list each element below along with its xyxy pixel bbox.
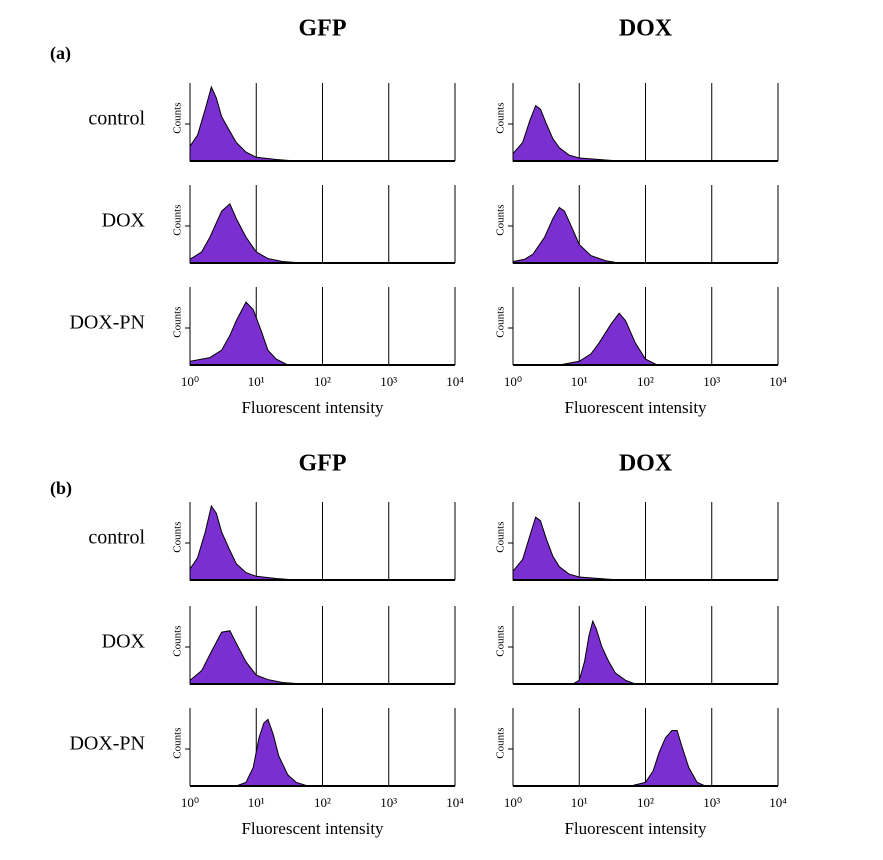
- row-label: DOX: [102, 631, 146, 653]
- x-tick-label: 10⁴: [769, 374, 787, 389]
- x-tick-label: 10¹: [571, 795, 588, 810]
- y-axis-label: Counts: [172, 103, 184, 134]
- x-tick-label: 10³: [703, 374, 720, 389]
- x-tick-label: 10²: [314, 374, 331, 389]
- column-title: GFP: [299, 16, 347, 42]
- y-axis-label: Counts: [495, 103, 507, 134]
- x-tick-label: 10¹: [571, 374, 588, 389]
- y-axis-label: Counts: [495, 626, 507, 657]
- x-tick-label: 10⁴: [446, 374, 464, 389]
- row-label: DOX-PN: [69, 733, 145, 755]
- x-tick-label: 10²: [637, 374, 654, 389]
- histogram-area: [236, 718, 308, 787]
- x-axis-label: Fluorescent intensity: [564, 398, 707, 417]
- histogram-area: [189, 504, 297, 581]
- x-axis-label: Fluorescent intensity: [564, 819, 707, 838]
- histogram-area: [189, 85, 297, 162]
- panel-label: (a): [50, 43, 71, 64]
- x-tick-label: 10¹: [248, 374, 265, 389]
- x-tick-label: 10⁴: [769, 795, 787, 810]
- x-tick-label: 10³: [380, 374, 397, 389]
- y-axis-label: Counts: [172, 522, 184, 553]
- y-axis-label: Counts: [172, 205, 184, 236]
- histogram-area: [570, 619, 636, 685]
- row-label: DOX: [102, 210, 146, 232]
- row-label: control: [88, 527, 145, 549]
- histogram-area: [512, 516, 620, 581]
- x-axis-label: Fluorescent intensity: [241, 819, 384, 838]
- y-axis-label: Counts: [495, 522, 507, 553]
- y-axis-label: Counts: [172, 728, 184, 759]
- y-axis-label: Counts: [495, 205, 507, 236]
- histogram-area: [630, 730, 706, 787]
- x-tick-label: 10⁰: [181, 795, 199, 810]
- histogram-area: [512, 206, 620, 264]
- histogram-area: [512, 104, 620, 162]
- x-tick-label: 10¹: [248, 795, 265, 810]
- x-tick-label: 10⁰: [504, 374, 522, 389]
- histogram-area: [189, 301, 289, 366]
- x-axis-label: Fluorescent intensity: [241, 398, 384, 417]
- x-tick-label: 10⁰: [181, 374, 199, 389]
- y-axis-label: Counts: [495, 728, 507, 759]
- x-tick-label: 10⁰: [504, 795, 522, 810]
- column-title: DOX: [619, 16, 673, 42]
- histogram-area: [559, 312, 658, 366]
- y-axis-label: Counts: [495, 307, 507, 338]
- histogram-area: [189, 202, 303, 264]
- x-tick-label: 10³: [380, 795, 397, 810]
- y-axis-label: Counts: [172, 626, 184, 657]
- x-tick-label: 10⁴: [446, 795, 464, 810]
- x-tick-label: 10²: [637, 795, 654, 810]
- histogram-area: [189, 630, 303, 685]
- x-tick-label: 10²: [314, 795, 331, 810]
- panel-label: (b): [50, 478, 72, 499]
- row-label: DOX-PN: [69, 312, 145, 334]
- x-tick-label: 10³: [703, 795, 720, 810]
- column-title: DOX: [619, 451, 673, 477]
- y-axis-label: Counts: [172, 307, 184, 338]
- row-label: control: [88, 108, 145, 130]
- column-title: GFP: [299, 451, 347, 477]
